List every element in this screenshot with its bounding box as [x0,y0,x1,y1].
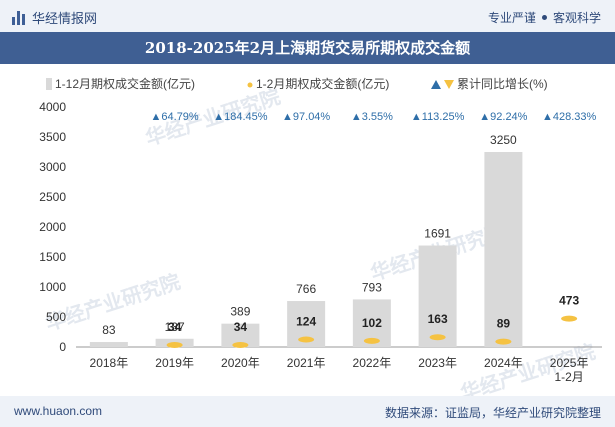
top-bar: 华经情报网 专业严谨 客观科学 [0,0,615,32]
bar-label-full-year-4: 793 [362,280,382,294]
y-tick-label-2: 1000 [39,280,66,294]
bar-jan-feb-3 [298,336,315,343]
brand: 华经情报网 [12,8,97,27]
x-tick-label-3: 2021年 [287,356,326,370]
x-tick-label-4: 2022年 [353,356,392,370]
growth-label-2: ▲184.45% [213,111,268,123]
x-tick-label-part: 2025年 [550,356,589,370]
growth-label-5: ▲113.25% [411,111,465,123]
x-tick-label-part: 2024年 [484,356,523,370]
bar-label-full-year-0: 83 [102,323,116,337]
x-tick-label-0: 2018年 [90,356,129,370]
x-tick-label-part: 2020年 [221,356,260,370]
y-tick-label-5: 2500 [39,190,66,204]
y-tick-label-4: 2000 [39,220,66,234]
slogan-right: 客观科学 [552,11,601,25]
y-tick-label-0: 0 [59,340,66,354]
growth-label-1: ▲64.79% [151,111,199,123]
bar-jan-feb-7 [561,315,578,322]
bar-chart-logo-icon [12,10,26,25]
x-tick-label-6: 2024年 [484,356,523,370]
bar-label-jan-feb-3: 124 [296,315,316,329]
y-tick-label-8: 4000 [39,100,66,114]
bar-jan-feb-6 [495,338,512,345]
bar-label-full-year-2: 389 [230,305,250,319]
bar-jan-feb-4 [363,337,380,344]
y-tick-label-6: 3000 [39,160,66,174]
bar-label-jan-feb-1: 34 [168,320,182,334]
legend-marker-growth-up [431,80,441,89]
bar-label-jan-feb-6: 89 [497,317,511,331]
bar-label-full-year-1: 137 [165,320,185,334]
bar-label-full-year-3: 766 [296,282,316,296]
legend-label-full-year: 1-12月期权成交金额(亿元) [55,76,195,91]
x-tick-label-5: 2023年 [418,356,457,370]
bar-full-year-5 [418,245,457,347]
brand-name: 华经情报网 [32,11,98,26]
bar-label-jan-feb-5: 163 [428,312,448,326]
footer-url[interactable]: www.huaon.com [14,404,103,418]
bar-full-year-6 [484,152,523,347]
x-tick-label-part: 2019年 [155,356,194,370]
footer: www.huaon.com 数据来源：证监局，华经产业研究院整理 [0,396,615,427]
bar-full-year-0 [89,342,128,347]
footer-source: 数据来源：证监局，华经产业研究院整理 [384,406,601,420]
growth-label-3: ▲97.04% [282,111,330,123]
chart-title: 2018-2025年2月上海期货交易所期权成交金额 [0,32,615,64]
x-tick-label-part: 2018年 [90,356,129,370]
x-tick-label-part: 2021年 [287,356,326,370]
growth-label-6: ▲92.24% [479,111,527,123]
legend-label-jan-feb: 1-2月期权成交金额(亿元) [256,76,389,91]
dot-separator-icon [541,15,547,21]
slogan-left: 专业严谨 [487,11,536,25]
growth-label-4: ▲3.55% [351,111,393,123]
bar-label-jan-feb-2: 34 [234,320,248,334]
bar-jan-feb-1 [166,341,183,348]
bar-label-jan-feb-4: 102 [362,316,382,330]
x-tick-label-part: 2023年 [418,356,457,370]
x-tick-label-part: 2022年 [353,356,392,370]
legend-marker-jan-feb [247,82,253,88]
y-tick-label-3: 1500 [39,250,66,264]
legend-marker-full-year [46,78,52,90]
bar-full-year-2 [221,323,260,347]
x-tick-label-part: 1-2月 [554,370,583,384]
x-tick-label-2: 2020年 [221,356,260,370]
growth-label-7: ▲428.33% [542,111,597,123]
y-tick-label-7: 3500 [39,130,66,144]
y-tick-label-1: 500 [46,310,66,324]
bar-label-full-year-5: 1691 [424,227,451,241]
bar-jan-feb-2 [232,341,249,348]
legend-label-growth: 累计同比增长(%) [457,77,548,91]
x-tick-label-1: 2019年 [155,356,194,370]
bar-label-full-year-6: 3250 [490,133,517,147]
bar-label-jan-feb-7: 473 [559,294,579,308]
bar-jan-feb-5 [429,334,446,341]
slogan: 专业严谨 客观科学 [488,9,601,26]
legend-marker-growth-down [444,80,454,89]
x-tick-label-7: 2025年 1-2月 [550,356,589,384]
chart: 华经产业研究院华经产业研究院华经产业研究院华经产业研究院1-12月期权成交金额(… [39,76,602,396]
